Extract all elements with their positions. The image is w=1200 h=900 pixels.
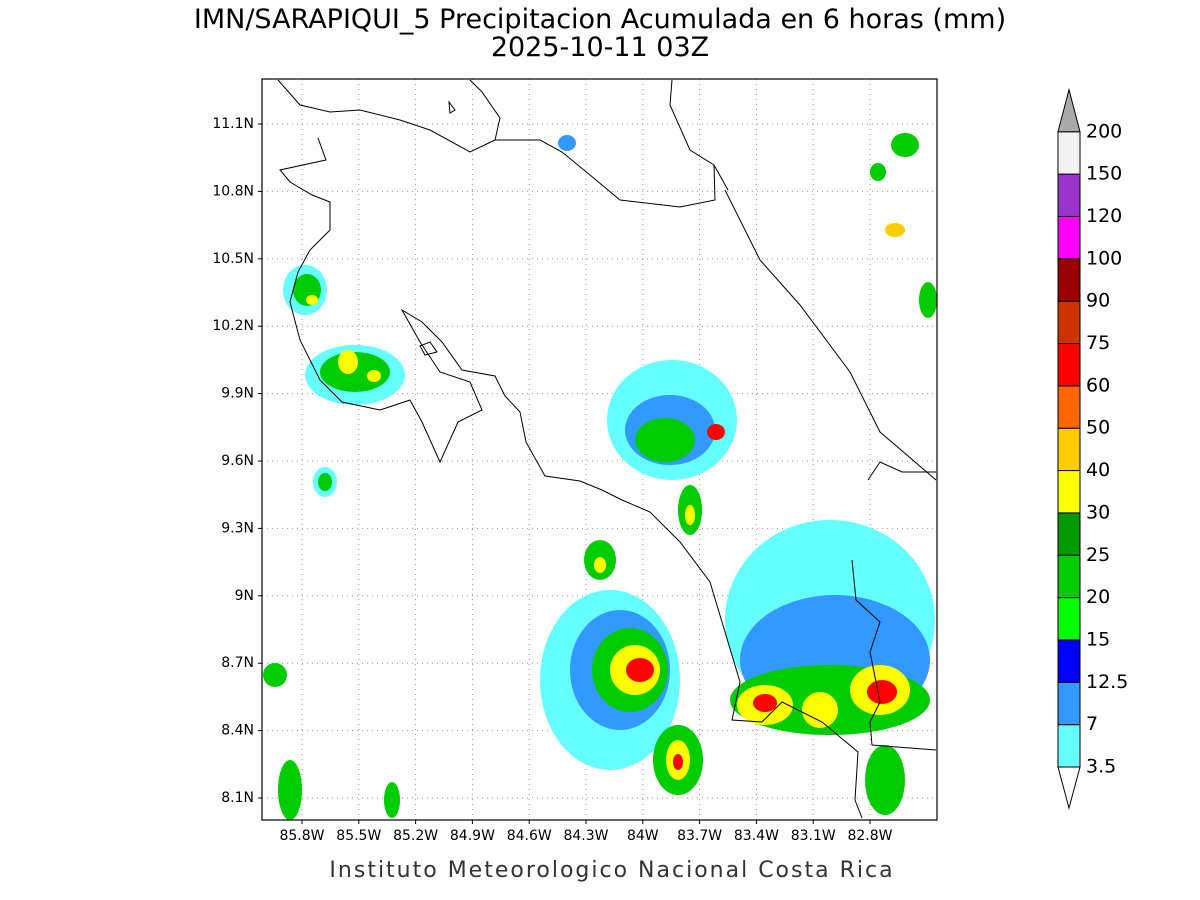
colorbar-label: 20 bbox=[1086, 586, 1110, 608]
colorbar-box bbox=[1057, 173, 1081, 217]
precip bbox=[867, 680, 897, 704]
subtitle: 2025-10-11 03Z bbox=[491, 32, 709, 63]
border bbox=[851, 461, 937, 751]
lat-label: 11.1N bbox=[212, 116, 254, 132]
colorbar-box bbox=[1057, 427, 1081, 472]
precip bbox=[384, 782, 400, 818]
lat-label: 9N bbox=[235, 588, 254, 604]
colorbar-label: 90 bbox=[1086, 290, 1110, 312]
lon-label: 84.9W bbox=[450, 828, 495, 844]
precip bbox=[753, 694, 777, 712]
lon-label: 85.5W bbox=[336, 828, 381, 844]
lake bbox=[419, 100, 456, 356]
coastlines bbox=[277, 79, 937, 819]
precip bbox=[338, 350, 358, 374]
precip bbox=[306, 295, 318, 305]
map-frame bbox=[261, 78, 938, 821]
colorbar-box bbox=[1057, 554, 1081, 599]
lon-label: 84W bbox=[627, 828, 659, 844]
colorbar-box bbox=[1057, 512, 1081, 556]
lon-label: 83.4W bbox=[734, 828, 779, 844]
colorbar-box bbox=[1057, 470, 1081, 514]
coastline bbox=[669, 79, 937, 481]
colorbar-label: 12.5 bbox=[1086, 671, 1128, 693]
colorbar-label: 150 bbox=[1086, 163, 1122, 185]
colorbar-box bbox=[1057, 258, 1081, 302]
colorbar-box bbox=[1057, 215, 1081, 260]
precip bbox=[865, 745, 905, 815]
lon-label: 85.8W bbox=[279, 828, 324, 844]
lat-label: 10.8N bbox=[212, 183, 254, 199]
precip bbox=[685, 505, 695, 525]
colorbar-box bbox=[1057, 639, 1081, 683]
colorbar-box bbox=[1057, 597, 1081, 641]
lat-label: 9.3N bbox=[221, 520, 254, 536]
lat-label: 9.6N bbox=[221, 453, 254, 469]
colorbar-label: 60 bbox=[1086, 374, 1110, 396]
precip bbox=[320, 352, 390, 392]
colorbar-label: 30 bbox=[1086, 501, 1110, 523]
lat-label: 10.5N bbox=[212, 251, 254, 267]
colorbar-box bbox=[1057, 343, 1081, 387]
colorbar-box bbox=[1057, 300, 1081, 344]
colorbar-label: 25 bbox=[1086, 544, 1110, 566]
precip bbox=[594, 557, 606, 573]
precip bbox=[802, 692, 838, 728]
lon-label: 84.6W bbox=[507, 828, 552, 844]
colorbar: 3.5 7 12.5 15 20 25 30 40 50 60 75 90 100 120 150 200 bbox=[1057, 87, 1128, 810]
colorbar-box bbox=[1057, 385, 1081, 429]
colorbar-label: 75 bbox=[1086, 332, 1110, 354]
axis-labels: 11.1N 10.8N 10.5N 10.2N 9.9N 9.6N 9.3N 9N 8.7N 8.… bbox=[212, 116, 892, 844]
colorbar-label: 100 bbox=[1086, 247, 1122, 269]
map-area: 11.1N 10.8N 10.5N 10.2N 9.9N 9.6N 9.3N 9N 8.7N 8.… bbox=[212, 78, 938, 844]
colorbar-label: 120 bbox=[1086, 205, 1122, 227]
lon-label: 83.7W bbox=[677, 828, 722, 844]
lon-label: 84.3W bbox=[563, 828, 608, 844]
precip bbox=[263, 663, 287, 687]
lat-label: 10.2N bbox=[212, 318, 254, 334]
precip bbox=[885, 223, 905, 237]
colorbar-label: 7 bbox=[1086, 713, 1098, 735]
coastline bbox=[277, 79, 501, 153]
coastline bbox=[495, 139, 729, 208]
precip bbox=[707, 424, 725, 440]
coastline bbox=[279, 137, 863, 819]
colorbar-label: 50 bbox=[1086, 417, 1110, 439]
lat-label: 8.4N bbox=[221, 723, 254, 739]
colorbar-label: 3.5 bbox=[1086, 756, 1116, 778]
colorbar-box bbox=[1057, 131, 1081, 175]
lat-label: 8.1N bbox=[221, 790, 254, 806]
lon-label: 82.8W bbox=[847, 828, 892, 844]
colorbar-over bbox=[1057, 87, 1081, 133]
lat-label: 9.9N bbox=[221, 386, 254, 402]
colorbar-label: 15 bbox=[1086, 628, 1110, 650]
lat-label: 8.7N bbox=[221, 655, 254, 671]
precip bbox=[367, 370, 381, 382]
precip bbox=[626, 658, 654, 682]
precip bbox=[278, 760, 302, 820]
precip bbox=[673, 754, 683, 770]
title: IMN/SARAPIQUI_5 Precipitacion Acumulada … bbox=[194, 4, 1006, 35]
precip bbox=[919, 282, 937, 318]
lon-label: 83.1W bbox=[791, 828, 836, 844]
precip bbox=[891, 133, 919, 157]
colorbar-label: 40 bbox=[1086, 459, 1110, 481]
colorbar-label: 200 bbox=[1086, 120, 1122, 142]
colorbar-box bbox=[1057, 724, 1081, 768]
colorbar-under bbox=[1057, 766, 1081, 810]
lon-label: 85.2W bbox=[393, 828, 438, 844]
precip bbox=[635, 418, 695, 462]
colorbar-box bbox=[1057, 681, 1081, 726]
footer: Instituto Meteorologico Nacional Costa R… bbox=[329, 858, 894, 883]
precip-field bbox=[263, 133, 937, 820]
precip bbox=[870, 163, 886, 181]
precip bbox=[558, 135, 576, 151]
precip bbox=[318, 473, 332, 491]
